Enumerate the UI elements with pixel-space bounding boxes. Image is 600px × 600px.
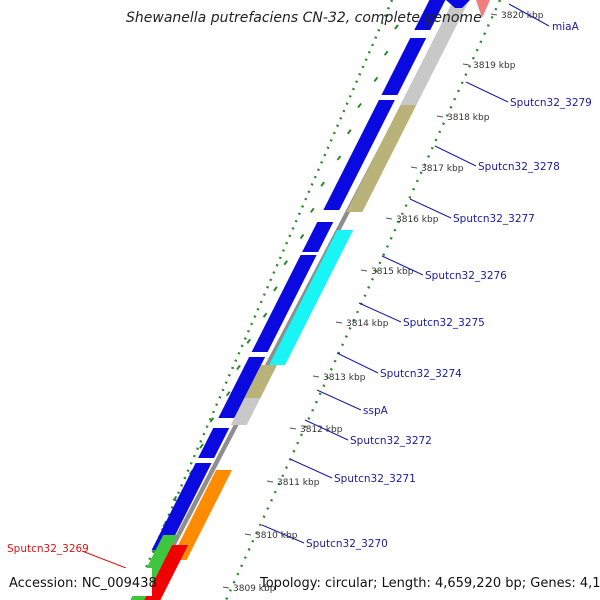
kbp-tick-label: 3820 kbp bbox=[501, 11, 544, 21]
gc-dash bbox=[262, 312, 268, 318]
gene-block-orange-3270 bbox=[170, 470, 233, 560]
gene-block-sspA bbox=[218, 392, 248, 418]
map-title: Shewanella putrefaciens CN-32, complete … bbox=[126, 10, 482, 26]
gene-label[interactable]: Sputcn32_3272 bbox=[350, 435, 432, 447]
gene-block-3271 bbox=[151, 463, 212, 550]
kbp-tick-mark bbox=[335, 321, 343, 324]
gene-arrow-miaA bbox=[476, 0, 490, 18]
kbp-tick-label: 3812 kbp bbox=[300, 425, 343, 435]
kbp-tick-label: 3818 kbp bbox=[447, 113, 490, 123]
gene-block-khaki-3278 bbox=[346, 105, 417, 212]
kbp-tick-mark bbox=[312, 375, 320, 378]
gc-dash bbox=[172, 495, 178, 502]
kbp-tick-label: 3817 kbp bbox=[421, 164, 464, 174]
gene-block-3279 bbox=[381, 38, 427, 95]
gene-label[interactable]: sspA bbox=[363, 405, 389, 417]
gene-leader-line bbox=[81, 550, 127, 569]
gc-dash bbox=[299, 233, 305, 240]
gc-dash bbox=[199, 443, 204, 449]
gene-block-top-blue bbox=[446, 0, 470, 8]
gene-label[interactable]: Sputcn32_3276 bbox=[425, 270, 507, 282]
kbp-tick-mark bbox=[360, 269, 368, 272]
gc-dash bbox=[357, 102, 362, 109]
gene-block-3272 bbox=[198, 428, 230, 458]
kbp-ruler: 3820 kbp 3819 kbp 3818 kbp 3817 kbp 3816 kbp… bbox=[222, 11, 544, 594]
kbp-tick-label: 3816 kbp bbox=[396, 215, 439, 225]
gc-dash bbox=[209, 417, 215, 423]
kbp-tick-mark bbox=[222, 586, 230, 589]
gene-leader-line bbox=[465, 81, 509, 103]
gene-label[interactable]: Sputcn32_3278 bbox=[478, 161, 560, 173]
kbp-tick-label: 3809 kbp bbox=[233, 584, 276, 594]
kbp-tick-mark bbox=[385, 217, 393, 220]
gene-leader-line bbox=[358, 302, 402, 323]
kbp-tick-label: 3810 kbp bbox=[255, 531, 298, 541]
gene-leader-line bbox=[289, 458, 333, 479]
gene-labels: miaA Sputcn32_3279 Sputcn32_3278 Sputcn32_3… bbox=[7, 3, 592, 569]
gene-label[interactable]: Sputcn32_3275 bbox=[403, 317, 485, 329]
kbp-tick-mark bbox=[266, 480, 274, 483]
gc-dotted-line-right bbox=[224, 0, 502, 600]
gene-block-miaA-region bbox=[414, 0, 446, 30]
gene-leader-line bbox=[508, 3, 550, 27]
gene-block-3275-b bbox=[251, 305, 292, 352]
gene-leader-line bbox=[381, 255, 424, 276]
gc-dash bbox=[283, 260, 289, 266]
kbp-tick-label: 3814 kbp bbox=[346, 319, 389, 329]
kbp-tick-mark bbox=[436, 115, 444, 118]
gene-leader-line bbox=[336, 352, 379, 374]
kbp-tick-mark bbox=[289, 427, 297, 430]
gene-block-red-3269 bbox=[144, 545, 189, 600]
feature-track bbox=[130, 0, 490, 600]
gene-block-3276 bbox=[302, 222, 334, 252]
accession-box bbox=[0, 568, 152, 596]
gene-leader-line bbox=[261, 524, 305, 544]
gene-block-gray-sspA bbox=[230, 398, 261, 425]
gene-label[interactable]: Sputcn32_3269 bbox=[7, 543, 89, 555]
gc-dash bbox=[320, 181, 325, 187]
gc-dash bbox=[225, 391, 231, 397]
gene-label[interactable]: miaA bbox=[552, 21, 580, 33]
kbp-tick-label: 3819 kbp bbox=[473, 61, 516, 71]
kbp-tick-mark bbox=[410, 166, 418, 169]
gene-leader-line bbox=[316, 389, 362, 411]
gene-block-3274 bbox=[230, 357, 266, 393]
gene-block-3275-a bbox=[275, 255, 317, 305]
gc-dash bbox=[246, 338, 252, 344]
gc-dotted-line-left bbox=[130, 0, 394, 600]
gc-dash bbox=[346, 129, 352, 135]
gene-block-3278 bbox=[348, 100, 395, 160]
kbp-tick-mark bbox=[244, 533, 252, 536]
gc-dash bbox=[394, 24, 399, 30]
gene-label[interactable]: Sputcn32_3271 bbox=[334, 473, 416, 485]
gc-dash bbox=[383, 50, 389, 56]
gene-block-gray-top bbox=[400, 0, 470, 105]
kbp-tick-mark bbox=[462, 63, 470, 66]
gc-dash bbox=[336, 155, 342, 161]
accession-text: Accession: NC_009438 bbox=[9, 576, 157, 591]
gene-leader-line bbox=[304, 419, 349, 441]
kbp-tick-label: 3815 kbp bbox=[371, 267, 414, 277]
gene-block-cyan-3276 bbox=[269, 230, 354, 365]
gc-dash bbox=[310, 207, 315, 213]
topology-text: Topology: circular; Length: 4,659,220 bp… bbox=[259, 576, 600, 591]
gc-dash bbox=[236, 364, 241, 371]
gene-label[interactable]: Sputcn32_3279 bbox=[510, 97, 592, 109]
gene-leader-line bbox=[409, 198, 452, 219]
gene-label[interactable]: Sputcn32_3270 bbox=[306, 538, 388, 550]
kbp-tick-label: 3811 kbp bbox=[277, 478, 320, 488]
gene-block-3277 bbox=[323, 160, 365, 210]
gene-label[interactable]: Sputcn32_3277 bbox=[453, 213, 535, 225]
gene-block-khaki-3274 bbox=[244, 365, 278, 398]
gc-dash bbox=[273, 286, 278, 292]
kbp-tick-mark bbox=[490, 13, 498, 16]
gene-leader-line bbox=[434, 145, 477, 167]
kbp-tick-label: 3813 kbp bbox=[323, 373, 366, 383]
gene-label[interactable]: Sputcn32_3274 bbox=[380, 368, 462, 380]
gc-dash bbox=[373, 76, 379, 82]
